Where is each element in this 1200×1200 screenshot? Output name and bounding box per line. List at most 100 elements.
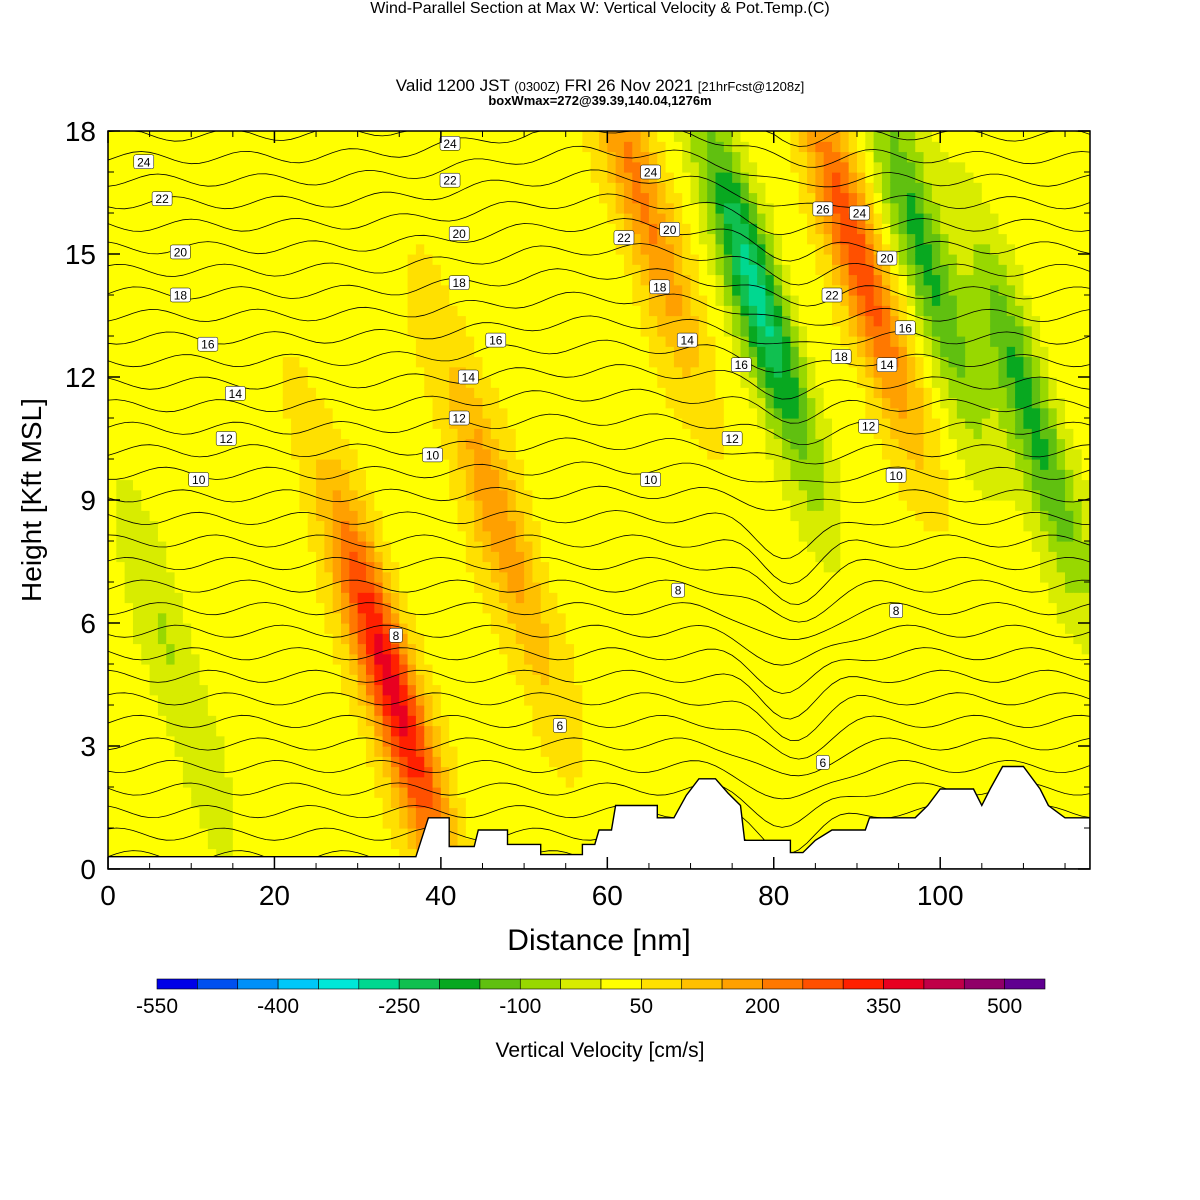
velocity-cell <box>291 500 300 511</box>
velocity-cell <box>174 407 184 419</box>
velocity-cell <box>607 243 617 255</box>
velocity-cell <box>266 172 276 183</box>
velocity-cell <box>390 305 400 317</box>
velocity-cell <box>108 828 117 839</box>
velocity-cell <box>274 151 284 163</box>
velocity-cell <box>374 438 384 450</box>
velocity-cell <box>157 479 167 491</box>
velocity-cell <box>274 223 284 235</box>
velocity-cell <box>124 694 134 706</box>
velocity-cell <box>590 141 600 153</box>
velocity-cell <box>241 141 251 153</box>
velocity-cell <box>673 141 683 153</box>
velocity-cell <box>490 387 500 399</box>
velocity-cell <box>382 254 392 265</box>
velocity-cell <box>390 828 400 839</box>
velocity-cell <box>499 766 509 778</box>
velocity-cell <box>132 233 142 245</box>
velocity-cell <box>557 172 567 183</box>
velocity-cell <box>590 500 600 511</box>
velocity-cell <box>199 715 209 727</box>
velocity-cell <box>224 510 234 522</box>
velocity-cell <box>640 284 650 296</box>
velocity-cell <box>557 315 567 327</box>
velocity-cell <box>174 161 184 173</box>
velocity-cell <box>149 274 159 286</box>
velocity-cell <box>141 213 151 224</box>
velocity-cell <box>166 469 176 481</box>
velocity-cell <box>507 530 517 542</box>
velocity-cell <box>407 182 417 194</box>
velocity-cell <box>149 438 159 450</box>
velocity-cell <box>474 336 484 347</box>
velocity-cell <box>607 694 617 706</box>
velocity-cell <box>108 787 117 798</box>
velocity-cell <box>266 838 276 850</box>
velocity-cell <box>424 530 434 542</box>
velocity-cell <box>474 756 484 768</box>
velocity-cell <box>465 807 475 819</box>
velocity-cell <box>449 797 459 809</box>
velocity-cell <box>116 172 126 183</box>
velocity-cell <box>182 223 192 235</box>
velocity-cell <box>524 172 534 183</box>
velocity-cell <box>216 336 226 347</box>
velocity-cell <box>682 746 692 757</box>
velocity-cell <box>507 397 517 409</box>
velocity-cell <box>299 274 309 286</box>
velocity-cell <box>182 848 192 860</box>
velocity-cell <box>257 366 267 378</box>
velocity-cell <box>407 192 417 204</box>
velocity-cell <box>648 520 658 532</box>
velocity-cell <box>549 469 558 481</box>
velocity-cell <box>191 489 201 501</box>
velocity-cell <box>324 223 334 235</box>
velocity-cell <box>124 407 134 419</box>
velocity-cell <box>599 817 608 829</box>
velocity-cell <box>665 684 675 696</box>
velocity-cell <box>291 315 300 327</box>
velocity-cell <box>207 397 217 409</box>
velocity-cell <box>565 274 575 286</box>
velocity-cell <box>374 305 384 317</box>
velocity-cell <box>124 674 134 686</box>
velocity-cell <box>341 233 350 245</box>
velocity-cell <box>615 131 625 142</box>
velocity-cell <box>482 787 492 798</box>
velocity-cell <box>266 233 276 245</box>
velocity-cell <box>482 428 492 440</box>
velocity-cell <box>615 735 625 747</box>
velocity-cell <box>108 725 117 737</box>
velocity-cell <box>507 797 517 809</box>
velocity-cell <box>266 746 276 757</box>
velocity-cell <box>490 161 500 173</box>
velocity-cell <box>582 366 592 378</box>
velocity-cell <box>490 725 500 737</box>
velocity-cell <box>549 500 558 511</box>
velocity-cell <box>474 571 484 583</box>
velocity-cell <box>657 756 667 768</box>
velocity-cell <box>207 243 217 255</box>
velocity-cell <box>440 489 450 501</box>
velocity-cell <box>440 213 450 224</box>
velocity-cell <box>449 202 459 214</box>
velocity-cell <box>524 643 534 655</box>
velocity-cell <box>382 295 392 306</box>
velocity-cell <box>357 674 367 686</box>
velocity-cell <box>174 797 184 809</box>
velocity-cell <box>341 766 350 778</box>
velocity-cell <box>207 571 217 583</box>
velocity-cell <box>673 674 683 686</box>
velocity-cell <box>507 346 517 358</box>
velocity-cell <box>257 500 267 511</box>
velocity-cell <box>465 305 475 317</box>
velocity-cell <box>407 202 417 214</box>
velocity-cell <box>390 541 400 552</box>
velocity-cell <box>532 746 542 757</box>
velocity-cell <box>607 346 617 358</box>
velocity-cell <box>515 315 525 327</box>
velocity-cell <box>507 612 517 624</box>
velocity-cell <box>241 787 251 798</box>
velocity-cell <box>157 674 167 686</box>
velocity-cell <box>365 438 375 450</box>
